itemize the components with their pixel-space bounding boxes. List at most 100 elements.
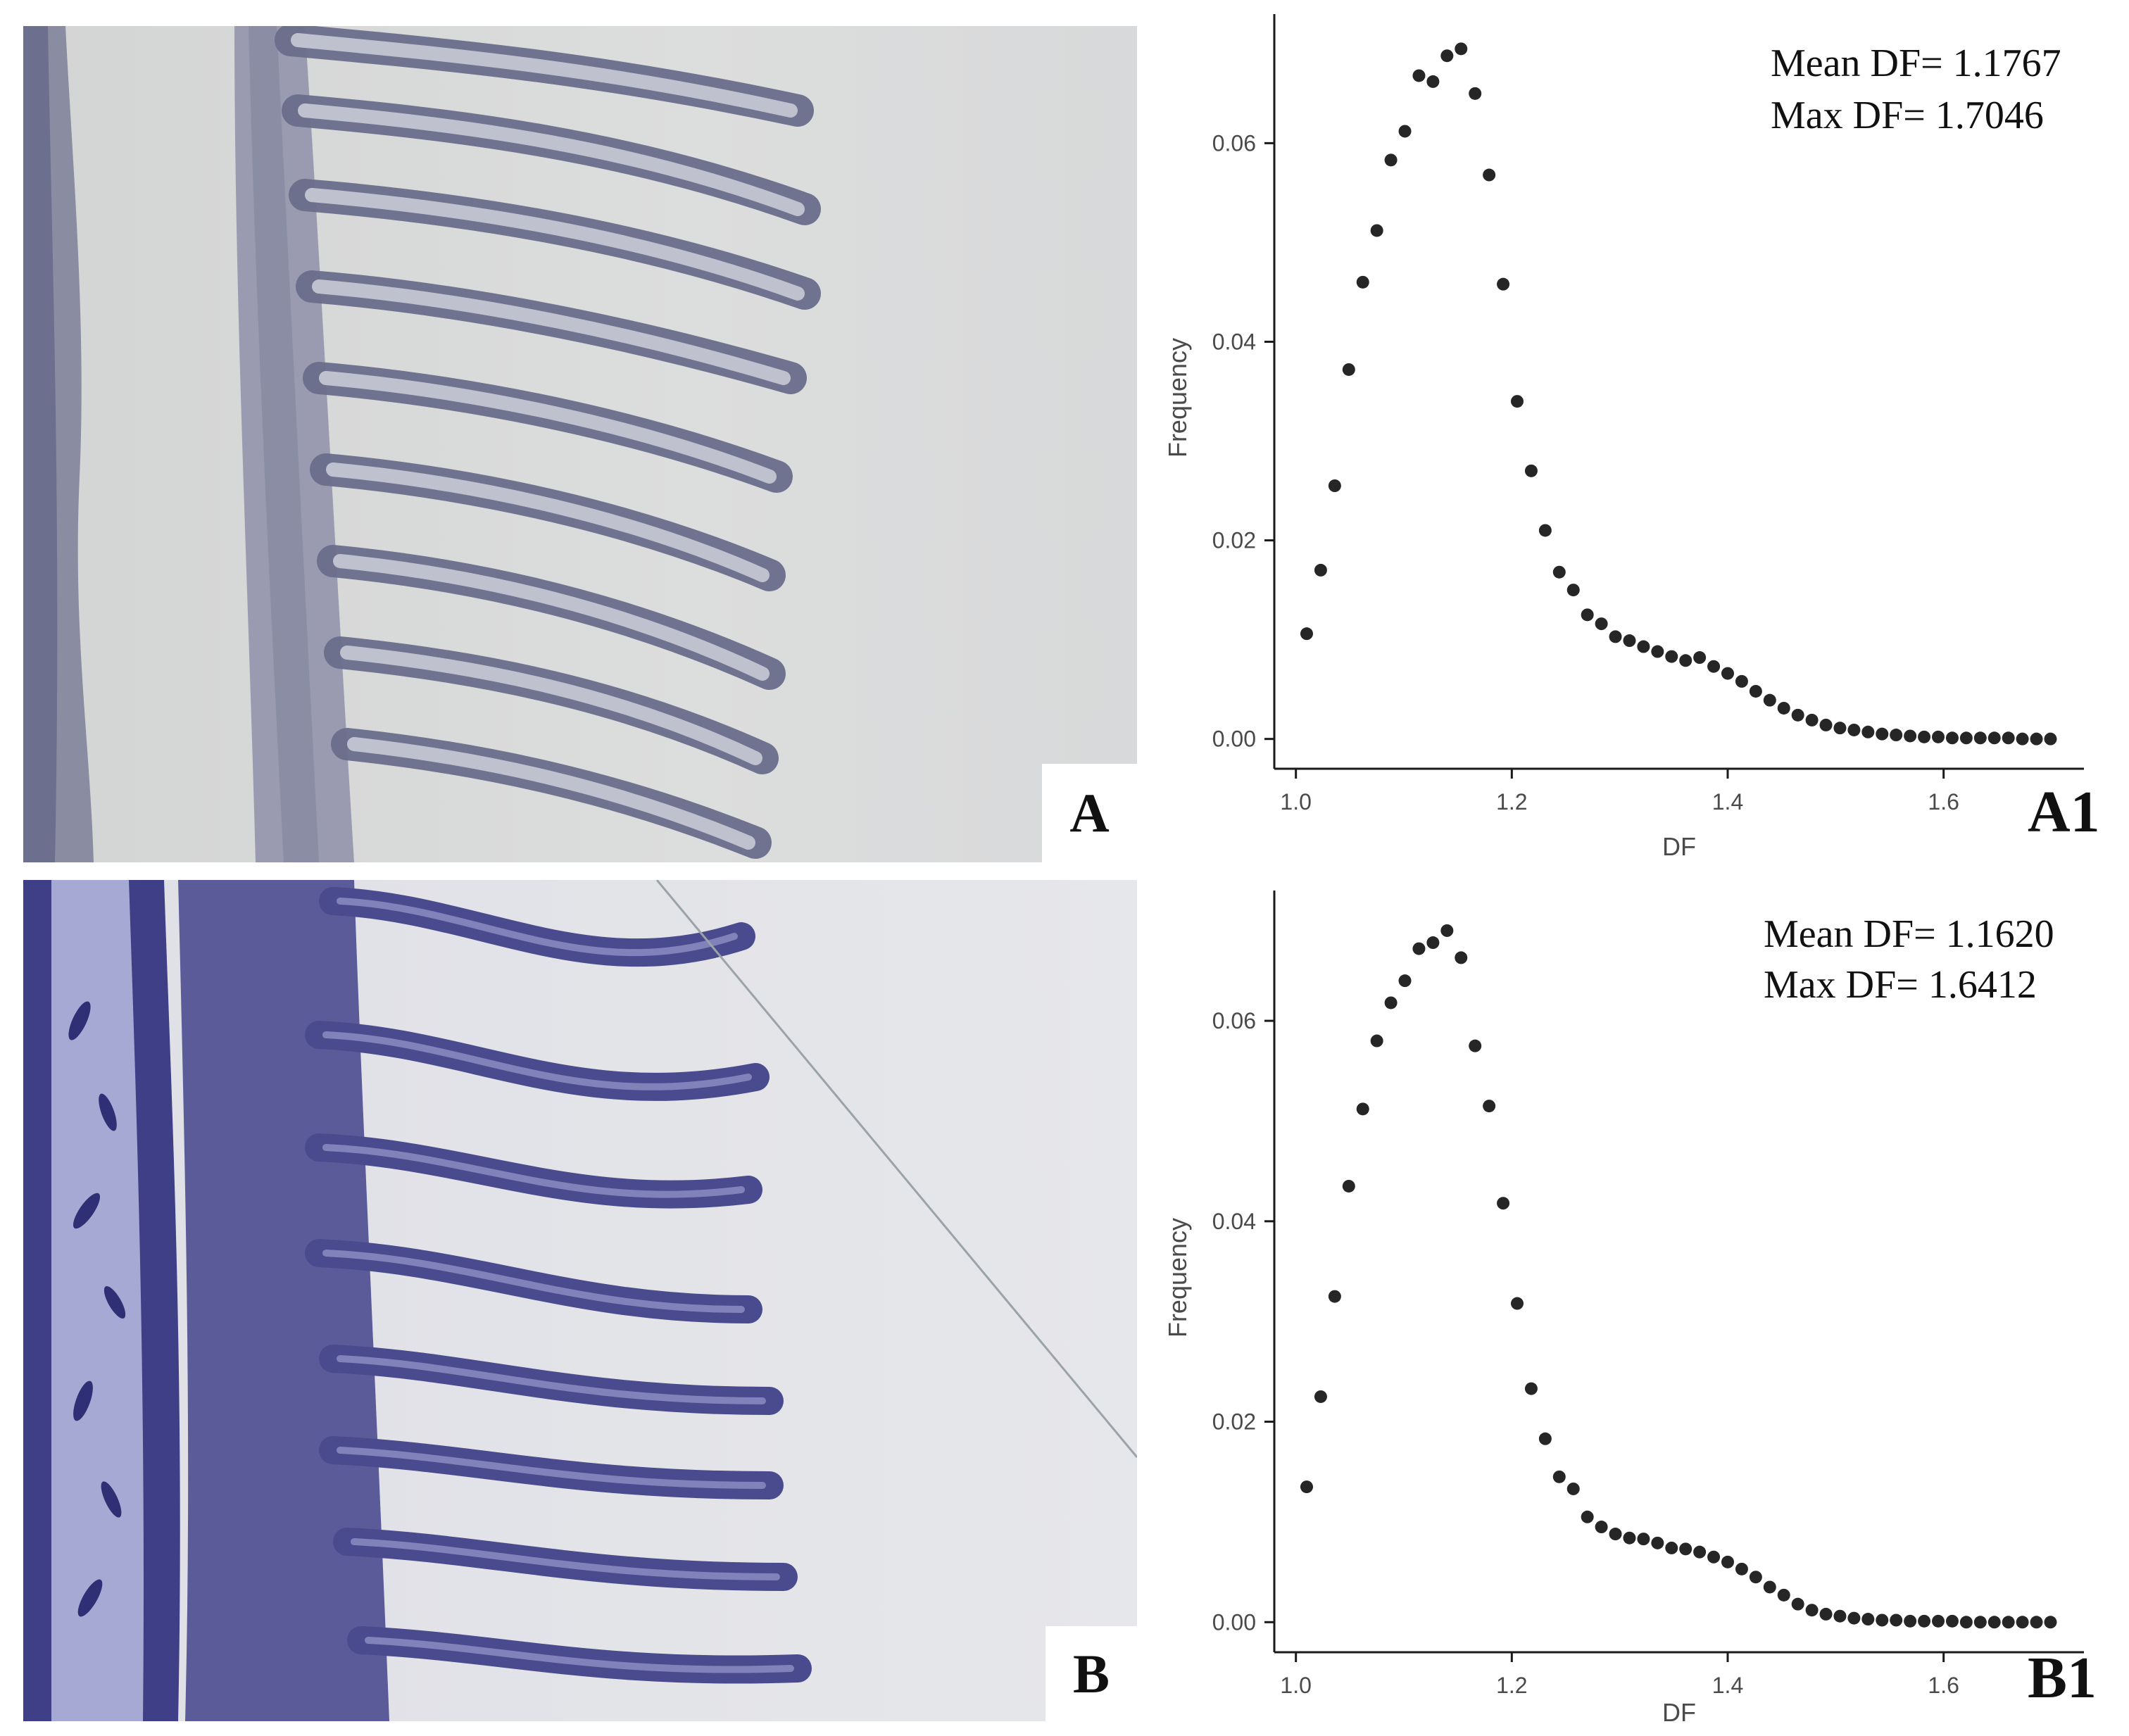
data-point <box>1861 725 1875 738</box>
data-point <box>1876 727 1889 741</box>
data-point <box>1987 731 2001 745</box>
data-point <box>1511 1297 1524 1310</box>
x-tick-label: 1.2 <box>1496 789 1527 814</box>
chart-a1: 1.0 1.2 1.4 1.6 0.00 0.02 0.04 0.06 DF Frequenc… <box>1163 14 2084 861</box>
data-point <box>1314 1390 1327 1403</box>
scatter-points <box>1300 42 2057 746</box>
data-point <box>2030 1616 2043 1629</box>
data-point <box>1469 1039 1482 1052</box>
micrograph-a <box>23 26 1137 862</box>
data-point <box>1721 667 1734 680</box>
data-point <box>1763 693 1776 707</box>
data-point <box>1637 1533 1650 1546</box>
data-point <box>1440 49 1454 63</box>
data-point <box>1398 125 1412 138</box>
x-axis-label: DF <box>1662 1698 1696 1727</box>
panel-label-a1: A1 <box>2028 779 2100 845</box>
data-point <box>1791 1597 1804 1611</box>
y-tick-label: 0.00 <box>1212 727 1256 752</box>
y-tick-label: 0.02 <box>1212 528 1256 553</box>
data-point <box>1552 565 1566 579</box>
data-point <box>1973 731 1987 745</box>
data-point <box>1651 645 1664 658</box>
data-point <box>2016 1616 2029 1629</box>
x-tick-label: 1.4 <box>1712 789 1743 814</box>
data-point <box>1833 722 1847 735</box>
data-point <box>1735 1562 1748 1575</box>
panel-label-b: B <box>1045 1626 1137 1721</box>
data-point <box>1328 1290 1341 1303</box>
max-df-annotation: Max DF= 1.6412 <box>1764 963 2037 1007</box>
data-point <box>1595 617 1608 631</box>
x-tick-label: 1.6 <box>1928 789 1959 814</box>
data-point <box>1370 1034 1383 1048</box>
data-point <box>1483 1100 1496 1113</box>
x-axis-label: DF <box>1662 832 1696 861</box>
data-point <box>1455 42 1468 56</box>
data-point <box>2044 732 2057 746</box>
micrograph-b <box>23 880 1137 1721</box>
data-point <box>1538 524 1552 537</box>
data-point <box>1300 627 1313 641</box>
y-axis-label: Frequency <box>1163 338 1192 458</box>
data-point <box>1861 1613 1875 1626</box>
x-tick-label: 1.4 <box>1712 1673 1743 1698</box>
y-tick-label: 0.04 <box>1212 329 1256 354</box>
data-point <box>1300 1480 1313 1494</box>
data-point <box>1679 1542 1692 1556</box>
data-point <box>2030 732 2043 746</box>
data-point <box>1609 1528 1622 1541</box>
data-point <box>1623 1531 1636 1545</box>
axis-ticks: 1.0 1.2 1.4 1.6 0.00 0.02 0.04 0.06 <box>1212 130 1959 814</box>
y-tick-label: 0.06 <box>1212 130 1256 156</box>
data-point <box>2002 731 2015 745</box>
data-point <box>2044 1616 2057 1629</box>
y-axis-label: Frequency <box>1163 1218 1192 1338</box>
data-point <box>1777 1588 1790 1602</box>
data-point <box>1735 674 1748 688</box>
data-point <box>1483 168 1496 182</box>
data-point <box>1918 730 1931 743</box>
y-tick-label: 0.02 <box>1212 1409 1256 1435</box>
data-point <box>1370 224 1383 237</box>
data-point <box>1455 951 1468 964</box>
data-point <box>1805 1604 1819 1617</box>
data-point <box>1819 1607 1833 1621</box>
mean-df-annotation: Mean DF= 1.1620 <box>1764 912 2054 956</box>
data-point <box>1847 1611 1861 1625</box>
data-point <box>1749 684 1762 698</box>
data-point <box>1890 1614 1903 1627</box>
data-point <box>1469 87 1482 100</box>
y-tick-label: 0.04 <box>1212 1209 1256 1234</box>
data-point <box>2016 732 2029 746</box>
data-point <box>1987 1616 2001 1629</box>
data-point <box>1524 1382 1538 1395</box>
data-point <box>1314 563 1327 577</box>
data-point <box>1749 1571 1762 1584</box>
data-point <box>1552 1470 1566 1483</box>
mean-df-annotation: Mean DF= 1.1767 <box>1771 42 2061 85</box>
data-point <box>1497 1197 1510 1210</box>
data-point <box>1651 1536 1664 1549</box>
data-point <box>1833 1609 1847 1623</box>
data-point <box>1665 1541 1678 1554</box>
data-point <box>1412 942 1426 955</box>
y-tick-label: 0.06 <box>1212 1008 1256 1033</box>
chart-b1: 1.0 1.2 1.4 1.6 0.00 0.02 0.04 0.06 DF Frequenc… <box>1163 891 2084 1727</box>
data-point <box>1384 996 1398 1009</box>
max-df-annotation: Max DF= 1.7046 <box>1771 94 2044 137</box>
data-point <box>1959 731 1973 745</box>
x-tick-label: 1.2 <box>1496 1673 1527 1698</box>
x-tick-label: 1.6 <box>1928 1673 1959 1698</box>
data-point <box>1819 718 1833 731</box>
data-point <box>1342 363 1355 376</box>
data-point <box>1693 1545 1707 1559</box>
data-point <box>1412 69 1426 82</box>
micrograph-b-image <box>23 880 1137 1721</box>
micrograph-a-image <box>23 26 1137 862</box>
data-point <box>1356 1102 1369 1116</box>
data-point <box>1637 640 1650 653</box>
data-point <box>1426 75 1440 88</box>
data-point <box>1581 608 1594 622</box>
data-point <box>1693 651 1707 665</box>
